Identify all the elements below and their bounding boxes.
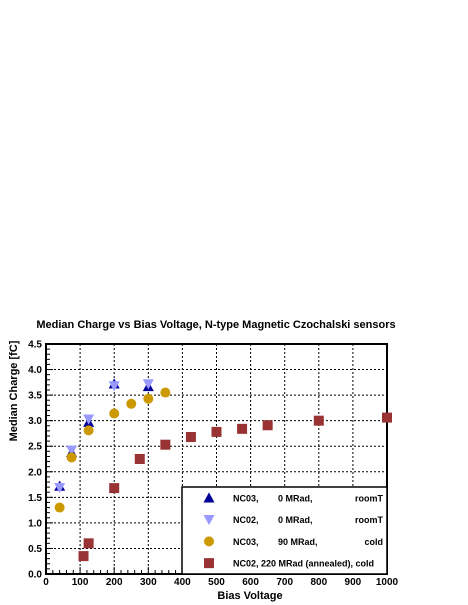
data-point	[54, 482, 66, 494]
x-tick-label: 200	[106, 577, 123, 588]
x-tick-label: 400	[174, 577, 191, 588]
legend-marker	[203, 514, 215, 526]
legend-box	[181, 486, 388, 575]
y-tick-label: 4.5	[28, 340, 42, 351]
y-tick-label: 2.0	[28, 467, 42, 478]
x-tick-label: 100	[72, 577, 89, 588]
x-tick-label: 700	[276, 577, 293, 588]
series-2	[54, 379, 154, 494]
y-tick-label: 4.0	[28, 365, 42, 376]
y-tick-label: 0.5	[28, 544, 42, 555]
y-axis-label: Median Charge [fC]	[8, 340, 20, 441]
x-tick-label: 900	[345, 577, 362, 588]
legend-label: 0 MRad,	[278, 515, 313, 525]
data-point	[66, 452, 77, 463]
legend: NC03, 0 MRad, roomT NC02, 0 MRad, roomT NC03, 9…	[181, 486, 388, 575]
data-point	[143, 393, 154, 404]
legend-label: NC02, 220 MRad (annealed), cold	[233, 559, 374, 569]
legend-label: 90 MRad,	[278, 537, 318, 547]
series-4	[78, 412, 392, 562]
legend-label: NC02,	[233, 515, 259, 525]
data-point	[108, 381, 120, 392]
x-tick-label: 0	[43, 577, 49, 588]
data-point	[78, 551, 89, 562]
y-tick-label: 3.0	[28, 416, 42, 427]
legend-label: roomT	[355, 493, 384, 503]
legend-item: NC02, 220 MRad (annealed), cold	[204, 558, 374, 569]
y-tick-label: 1.5	[28, 493, 42, 504]
legend-item: NC02, 0 MRad, roomT	[203, 514, 384, 526]
data-point	[54, 502, 65, 513]
x-axis-label: Bias Voltage	[217, 590, 282, 602]
legend-item: NC03, 0 MRad, roomT	[203, 492, 384, 503]
legend-label: roomT	[355, 515, 384, 525]
data-point	[109, 408, 120, 419]
data-point	[134, 454, 145, 464]
y-tick-label: 0.0	[28, 570, 42, 581]
data-point	[109, 483, 120, 494]
legend-marker	[203, 492, 215, 503]
legend-label: NC03,	[233, 493, 259, 503]
data-point	[237, 423, 248, 434]
legend-item: NC03, 90 MRad, cold	[204, 536, 383, 547]
legend-label: NC03,	[233, 537, 259, 547]
data-point	[83, 414, 95, 425]
data-point	[83, 425, 94, 436]
chart-title: Median Charge vs Bias Voltage, N-type Ma…	[36, 319, 395, 331]
x-tick-label: 1000	[376, 577, 399, 588]
y-tick-label: 1.0	[28, 518, 42, 529]
data-point	[211, 426, 222, 437]
data-point	[142, 379, 154, 390]
data-point	[262, 420, 273, 431]
y-tick-label: 2.5	[28, 442, 42, 453]
x-tick-label: 300	[140, 577, 157, 588]
legend-label: 0 MRad,	[278, 493, 313, 503]
series-3	[54, 387, 171, 513]
data-point	[313, 415, 324, 426]
x-tick-label: 600	[242, 577, 259, 588]
x-tick-label: 800	[310, 577, 327, 588]
data-point	[160, 439, 171, 450]
data-point	[126, 398, 137, 409]
legend-label: cold	[364, 537, 383, 547]
data-point	[382, 412, 392, 423]
data-point	[160, 387, 171, 398]
data-point	[185, 432, 196, 443]
x-tick-label: 500	[208, 577, 225, 588]
data-point	[83, 538, 94, 549]
plot-area: 0 100 200 300 400 500 600 700 800 900 1000 0.0 0.5 1.…	[28, 340, 398, 589]
legend-marker	[204, 536, 214, 547]
y-tick-label: 3.5	[28, 391, 42, 402]
data-point	[66, 445, 78, 456]
legend-marker	[204, 558, 214, 569]
